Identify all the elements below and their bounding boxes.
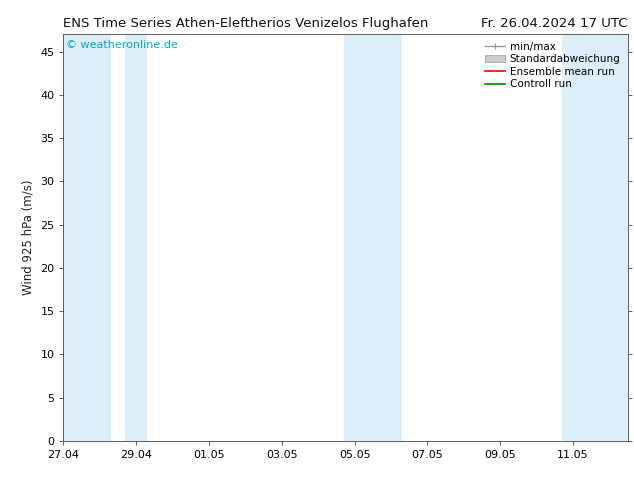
Bar [126,34,147,441]
Bar [344,34,402,441]
Text: ENS Time Series Athen-Eleftherios Venizelos Flughafen: ENS Time Series Athen-Eleftherios Venize… [63,17,429,30]
Bar [562,34,628,441]
Legend: min/max, Standardabweichung, Ensemble mean run, Controll run: min/max, Standardabweichung, Ensemble me… [482,40,623,92]
Y-axis label: Wind 925 hPa (m/s): Wind 925 hPa (m/s) [22,180,35,295]
Bar [63,34,111,441]
Text: © weatheronline.de: © weatheronline.de [66,40,178,50]
Text: Fr. 26.04.2024 17 UTC: Fr. 26.04.2024 17 UTC [481,17,628,30]
